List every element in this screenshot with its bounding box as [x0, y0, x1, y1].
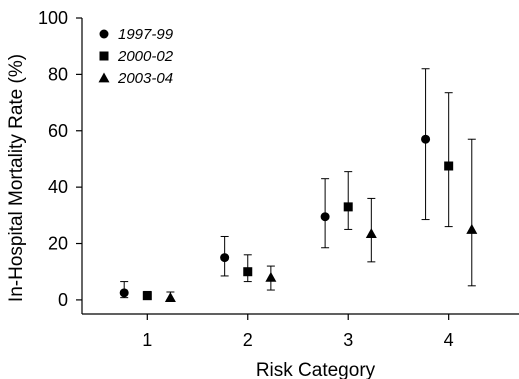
data-point — [220, 253, 230, 263]
x-tick-label: 3 — [343, 330, 353, 350]
legend-marker — [99, 29, 109, 39]
x-tick-label: 2 — [243, 330, 253, 350]
data-point — [320, 212, 330, 222]
x-ticks: 1 2 3 4 — [142, 314, 454, 350]
plot-area — [119, 68, 478, 303]
y-tick-label: 100 — [38, 8, 68, 28]
legend-marker — [98, 72, 110, 83]
data-point — [466, 223, 478, 234]
legend-label: 2003-04 — [117, 70, 173, 87]
data-point — [343, 202, 353, 212]
data-point — [119, 288, 129, 298]
data-point — [142, 291, 152, 301]
y-tick-label: 40 — [48, 177, 68, 197]
data-point — [365, 228, 377, 239]
series-2000-02 — [142, 92, 454, 301]
y-tick-label: 20 — [48, 234, 68, 254]
y-ticks: 0 20 40 60 80 100 — [38, 8, 82, 310]
data-point — [243, 267, 253, 277]
data-point — [421, 134, 431, 144]
series-2003-04 — [164, 138, 478, 303]
y-axis-label: In-Hospital Mortality Rate (%) — [6, 54, 27, 302]
data-point — [444, 161, 454, 171]
legend-label: 1997-99 — [118, 26, 174, 43]
legend-marker — [99, 51, 109, 61]
y-tick-label: 80 — [48, 64, 68, 84]
y-tick-label: 60 — [48, 121, 68, 141]
x-axis-label: Risk Category — [256, 360, 376, 379]
axes — [81, 18, 519, 315]
data-point — [164, 292, 176, 303]
series-1997-99 — [119, 68, 431, 299]
data-point — [265, 271, 277, 282]
legend-label: 2000-02 — [117, 48, 174, 65]
x-tick-label: 4 — [444, 330, 454, 350]
legend: 1997-99 2000-02 2003-04 — [98, 26, 174, 87]
y-tick-label: 0 — [58, 290, 68, 310]
x-tick-label: 1 — [142, 330, 152, 350]
